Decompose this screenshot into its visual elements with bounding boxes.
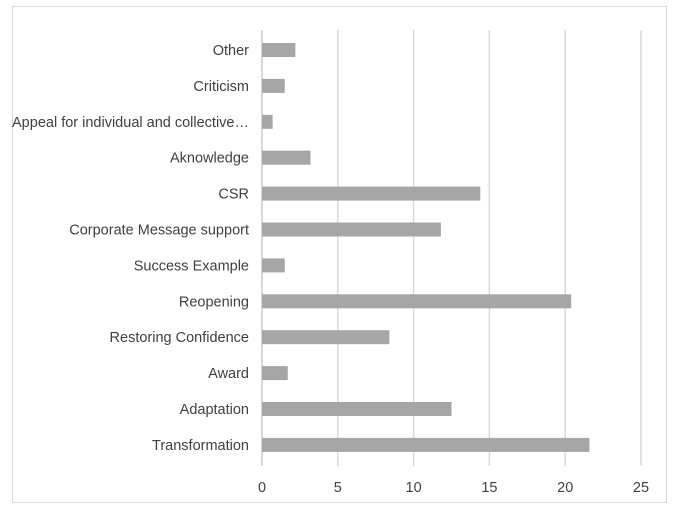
category-label: Reopening [179, 294, 249, 310]
bar [262, 222, 441, 237]
category-label: Award [208, 366, 249, 382]
bar [262, 186, 481, 201]
category-label: Aknowledge [170, 151, 249, 167]
category-label: Transformation [152, 438, 249, 454]
x-tick-label: 25 [633, 480, 649, 496]
bar [262, 366, 288, 381]
bars [262, 43, 590, 452]
category-labels: Other Criticism Appeal for individual and … [12, 43, 249, 454]
category-label: Criticism [193, 79, 249, 95]
x-tick-label: 5 [334, 480, 342, 496]
category-label: CSR [218, 187, 249, 203]
x-tick-label: 0 [258, 480, 266, 496]
bar [262, 150, 311, 165]
category-label: Restoring Confidence [110, 330, 249, 346]
bar [262, 402, 452, 416]
bar [262, 330, 390, 345]
category-label: Adaptation [180, 402, 249, 418]
category-label: Other [213, 43, 249, 59]
bar [262, 258, 285, 273]
category-label: Corporate Message support [69, 223, 249, 239]
bar [262, 78, 285, 93]
grid-lines [261, 30, 642, 466]
x-tick-label: 15 [481, 480, 497, 496]
category-label: Success Example [134, 258, 249, 274]
bar [262, 114, 273, 129]
bar [262, 294, 572, 309]
chart-frame [12, 6, 667, 503]
bar [262, 43, 296, 57]
category-label: Appeal for individual and collective… [12, 115, 249, 131]
x-tick-label: 10 [406, 480, 422, 496]
bar [262, 437, 590, 452]
x-axis-tick-labels: 0 5 10 15 20 25 [258, 480, 649, 496]
x-tick-label: 20 [557, 480, 573, 496]
